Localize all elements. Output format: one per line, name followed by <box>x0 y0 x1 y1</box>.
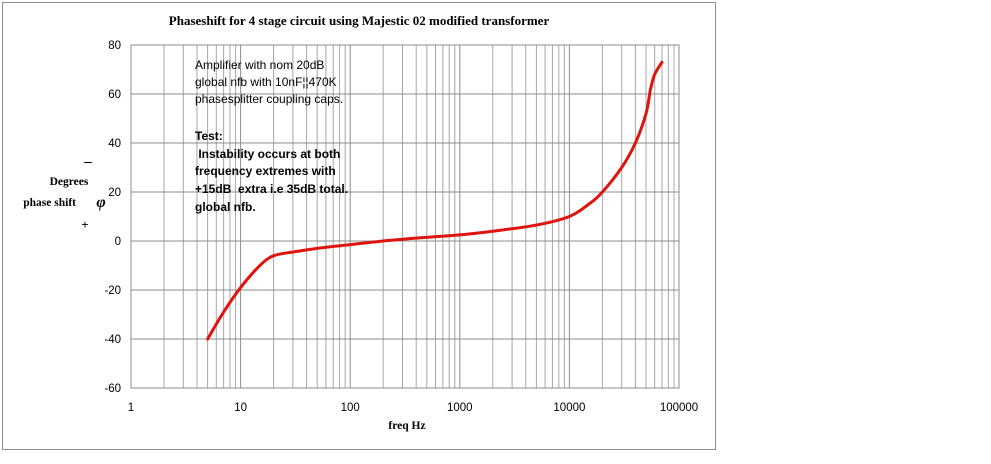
x-axis-label: freq Hz <box>388 420 425 432</box>
y-tick-label: 40 <box>108 138 121 150</box>
y-axis-label-line2: phase shift <box>23 197 76 209</box>
annotation-test-note: Test: Instability occurs at both frequen… <box>195 129 348 214</box>
chart-title: Phaseshift for 4 stage circuit using Maj… <box>169 13 550 28</box>
y-tick-labels: -60 -40 -20 0 20 40 60 80 <box>104 40 121 395</box>
x-tick-label: 100000 <box>660 402 698 414</box>
y-tick-label: 80 <box>108 40 121 52</box>
annotation-line: Amplifier with nom 20dB <box>195 58 324 72</box>
annotation-line: global nfb with 10nF¦¦470K <box>195 75 337 89</box>
y-axis-phi-symbol: φ <box>96 194 105 211</box>
annotation-line: frequency extremes with <box>195 164 336 178</box>
x-tick-label: 1000 <box>447 402 473 414</box>
annotation-line: +15dB extra i.e 35dB total. <box>195 182 348 196</box>
series-lines <box>206 60 664 341</box>
y-tick-label: -40 <box>104 334 121 346</box>
x-tick-labels: 1 10 100 1000 10000 100000 <box>128 402 698 414</box>
y-tick-label: -20 <box>104 285 121 297</box>
y-axis-plus-sign: + <box>81 217 88 232</box>
chart-area: Phaseshift for 4 stage circuit using Maj… <box>23 13 698 432</box>
annotation-line: Test: <box>195 129 223 143</box>
phase-shift-series-line <box>206 60 664 341</box>
y-tick-label: 0 <box>115 236 121 248</box>
chart-frame: Phaseshift for 4 stage circuit using Maj… <box>2 2 716 450</box>
x-tick-label: 1 <box>128 402 134 414</box>
plot-area-border <box>130 44 680 389</box>
annotation-line: phasesplitter coupling caps. <box>195 92 343 106</box>
annotation-line: global nfb. <box>195 200 256 214</box>
y-axis-label-line1: Degrees <box>50 176 89 188</box>
y-tick-label: 20 <box>108 187 121 199</box>
y-tick-label: 60 <box>108 89 121 101</box>
annotation-amplifier-note: Amplifier with nom 20dB global nfb with … <box>195 58 343 106</box>
y-axis-minus-sign: _ <box>83 149 92 165</box>
x-tick-label: 10 <box>234 402 247 414</box>
x-tick-label: 100 <box>341 402 360 414</box>
y-tick-label: -60 <box>104 383 121 395</box>
x-tick-label: 10000 <box>553 402 585 414</box>
annotation-line: Instability occurs at both <box>195 147 340 161</box>
